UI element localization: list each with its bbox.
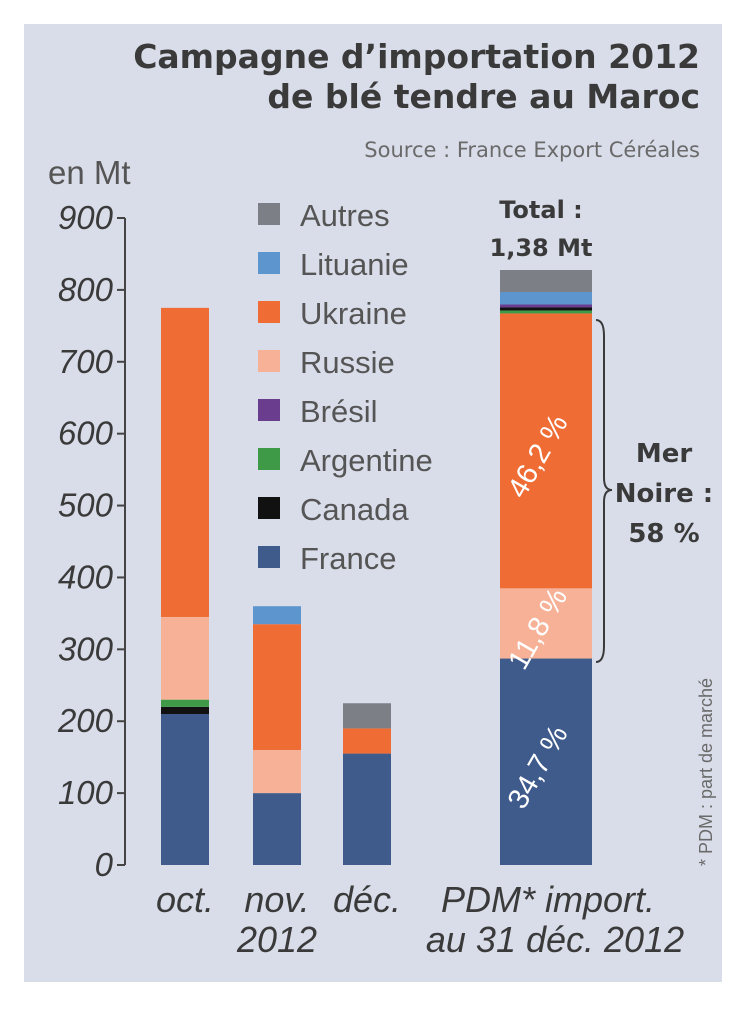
bar-segment-autres bbox=[343, 703, 391, 729]
legend-label: Autres bbox=[300, 198, 390, 233]
bar-segment-france bbox=[253, 793, 301, 865]
y-tick-label: 700 bbox=[58, 343, 114, 380]
legend-label: Argentine bbox=[300, 443, 433, 478]
black-sea-bracket bbox=[595, 319, 613, 663]
chart-title-line1: Campagne d’importation 2012 bbox=[133, 37, 700, 76]
share-segment-argentine bbox=[500, 310, 592, 314]
x-category-label: oct. bbox=[156, 879, 214, 920]
source-note: Source : France Export Céréales bbox=[364, 138, 700, 162]
footnote: * PDM : part de marché bbox=[696, 678, 716, 866]
share-segment-autres bbox=[500, 270, 592, 293]
share-segment-canada bbox=[500, 307, 592, 311]
y-tick-label: 900 bbox=[58, 199, 114, 236]
y-tick-label: 100 bbox=[58, 774, 114, 811]
legend-swatch-autres bbox=[258, 203, 280, 225]
x-category-label: déc. bbox=[333, 879, 401, 920]
unit-label: en Mt bbox=[48, 154, 131, 191]
legend-label: Ukraine bbox=[300, 296, 407, 331]
y-tick-label: 200 bbox=[57, 702, 114, 739]
bar-segment-lituanie bbox=[253, 606, 301, 625]
bar-segment-canada bbox=[161, 706, 209, 715]
legend-label: Canada bbox=[300, 492, 409, 527]
legend: Autres Lituanie Ukraine Russie Brésil Argenti… bbox=[258, 198, 433, 576]
y-axis: 0 100 200 300 400 500 600 700 800 900 bbox=[57, 199, 126, 883]
share-segment-brésil bbox=[500, 304, 592, 308]
share-segment-lituanie bbox=[500, 292, 592, 305]
bar-segment-ukraine bbox=[253, 624, 301, 750]
y-tick-label: 400 bbox=[58, 558, 114, 595]
y-tick-label: 0 bbox=[95, 846, 114, 883]
y-tick-label: 300 bbox=[58, 630, 114, 667]
legend-label: Brésil bbox=[300, 394, 378, 429]
bar-segment-russie bbox=[253, 749, 301, 794]
share-segment-france bbox=[500, 658, 592, 865]
total-label-line1: Total : bbox=[499, 196, 583, 224]
legend-swatch-ukraine bbox=[258, 301, 280, 323]
share-segment-russie bbox=[500, 588, 592, 659]
legend-swatch-lituanie bbox=[258, 252, 280, 274]
bar-segment-france bbox=[343, 753, 391, 865]
black-sea-label-line2: Noire : bbox=[615, 479, 713, 509]
y-tick-label: 800 bbox=[58, 271, 114, 308]
legend-label: Russie bbox=[300, 345, 395, 380]
bar-stacks bbox=[161, 307, 391, 865]
x-category-label: nov. bbox=[244, 879, 309, 920]
x-category-label-line2: 2012 bbox=[236, 919, 317, 960]
legend-swatch-brésil bbox=[258, 399, 280, 421]
bar-segment-russie bbox=[161, 616, 209, 700]
black-sea-label-line3: 58 % bbox=[628, 519, 699, 549]
legend-swatch-canada bbox=[258, 497, 280, 519]
legend-swatch-russie bbox=[258, 350, 280, 372]
bar-segment-ukraine bbox=[343, 728, 391, 754]
legend-label: France bbox=[300, 541, 396, 576]
x-axis-labels: oct. nov.2012 déc. PDM* import.au 31 déc. 2… bbox=[156, 879, 684, 960]
share-bar-label-line2: au 31 déc. 2012 bbox=[426, 919, 684, 960]
y-tick-label: 500 bbox=[58, 487, 114, 524]
share-segment-ukraine bbox=[500, 313, 592, 589]
market-share-bar: 34,7 %11,8 %46,2 % bbox=[500, 270, 592, 865]
black-sea-label-line1: Mer bbox=[636, 439, 693, 469]
bar-segment-france bbox=[161, 714, 209, 865]
legend-label: Lituanie bbox=[300, 247, 409, 282]
bar-segment-argentine bbox=[161, 699, 209, 707]
share-bar-label-line1: PDM* import. bbox=[441, 879, 655, 920]
bar-segment-ukraine bbox=[161, 307, 209, 617]
chart-title-line2: de blé tendre au Maroc bbox=[267, 77, 700, 116]
total-label-line2: 1,38 Mt bbox=[490, 234, 593, 262]
y-tick-label: 600 bbox=[58, 415, 114, 452]
legend-swatch-france bbox=[258, 546, 280, 568]
legend-swatch-argentine bbox=[258, 448, 280, 470]
